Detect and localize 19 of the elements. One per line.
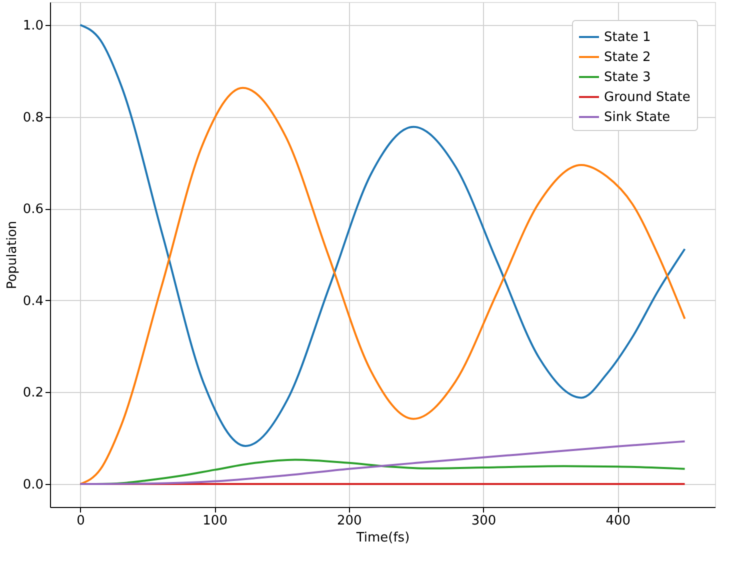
- y-tick-label: 1.0: [22, 18, 44, 34]
- legend-label: State 3: [604, 70, 651, 85]
- legend-label: State 2: [604, 50, 651, 65]
- x-tick-label: 300: [471, 514, 496, 528]
- y-tick-label: 0.0: [22, 478, 44, 493]
- y-tick-label: 0.8: [22, 110, 44, 126]
- y-tick-label: 0.6: [22, 202, 44, 218]
- legend-label: Sink State: [604, 110, 670, 125]
- legend-label: State 1: [604, 30, 651, 45]
- line-series: [79, 440, 686, 486]
- x-tick-label: 400: [606, 514, 631, 528]
- x-tick-label: 0: [76, 514, 85, 528]
- legend-label: Ground State: [604, 90, 690, 105]
- y-tick-label: 0.4: [22, 294, 44, 309]
- y-axis-title: Population: [4, 220, 20, 290]
- x-tick-label: 100: [202, 514, 228, 528]
- y-tick-label: 0.2: [22, 386, 44, 401]
- x-tick-label: 200: [337, 514, 362, 528]
- x-axis-title: Time(fs): [355, 530, 410, 546]
